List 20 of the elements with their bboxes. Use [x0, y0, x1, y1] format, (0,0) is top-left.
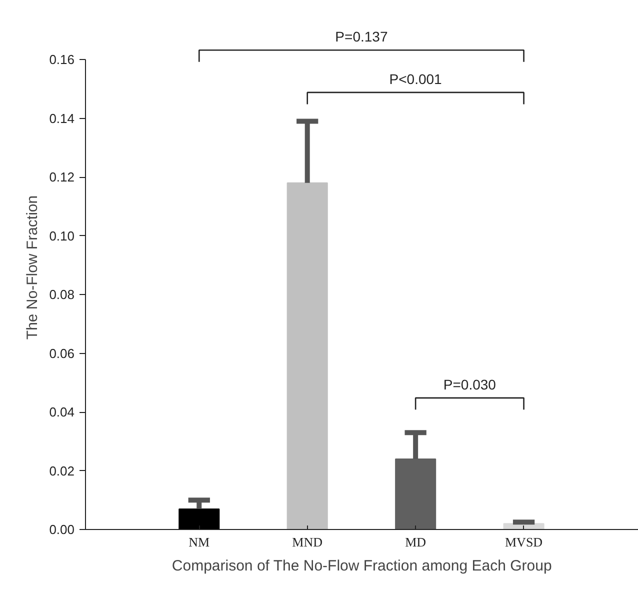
- y-tick-label: 0.14: [49, 110, 75, 126]
- x-tick-label: NM: [188, 534, 210, 550]
- bar: [178, 508, 220, 530]
- y-tick-label: 0.10: [49, 228, 75, 244]
- x-tick-label: MD: [405, 534, 426, 550]
- bar: [286, 182, 328, 530]
- y-tick-label: 0.06: [49, 346, 75, 361]
- y-tick-label: 0.00: [49, 522, 75, 537]
- x-tick-label: MND: [292, 534, 323, 550]
- annotation: P=0.030: [443, 376, 496, 392]
- y-tick-label: 0.04: [49, 404, 75, 420]
- y-axis-title: The No-Flow Fraction: [24, 195, 42, 340]
- y-tick-label: 0.16: [49, 52, 75, 68]
- y-tick-label: 0.02: [49, 463, 75, 478]
- x-tick-label: MVSD: [505, 534, 543, 550]
- y-tick-label: 0.08: [49, 287, 75, 302]
- y-tick-label: 0.12: [49, 170, 75, 185]
- x-axis-title: Comparison of The No-Flow Fraction among Each Group: [172, 558, 552, 574]
- text: P=0.137: [335, 28, 388, 45]
- annotation: P<0.001: [389, 70, 442, 87]
